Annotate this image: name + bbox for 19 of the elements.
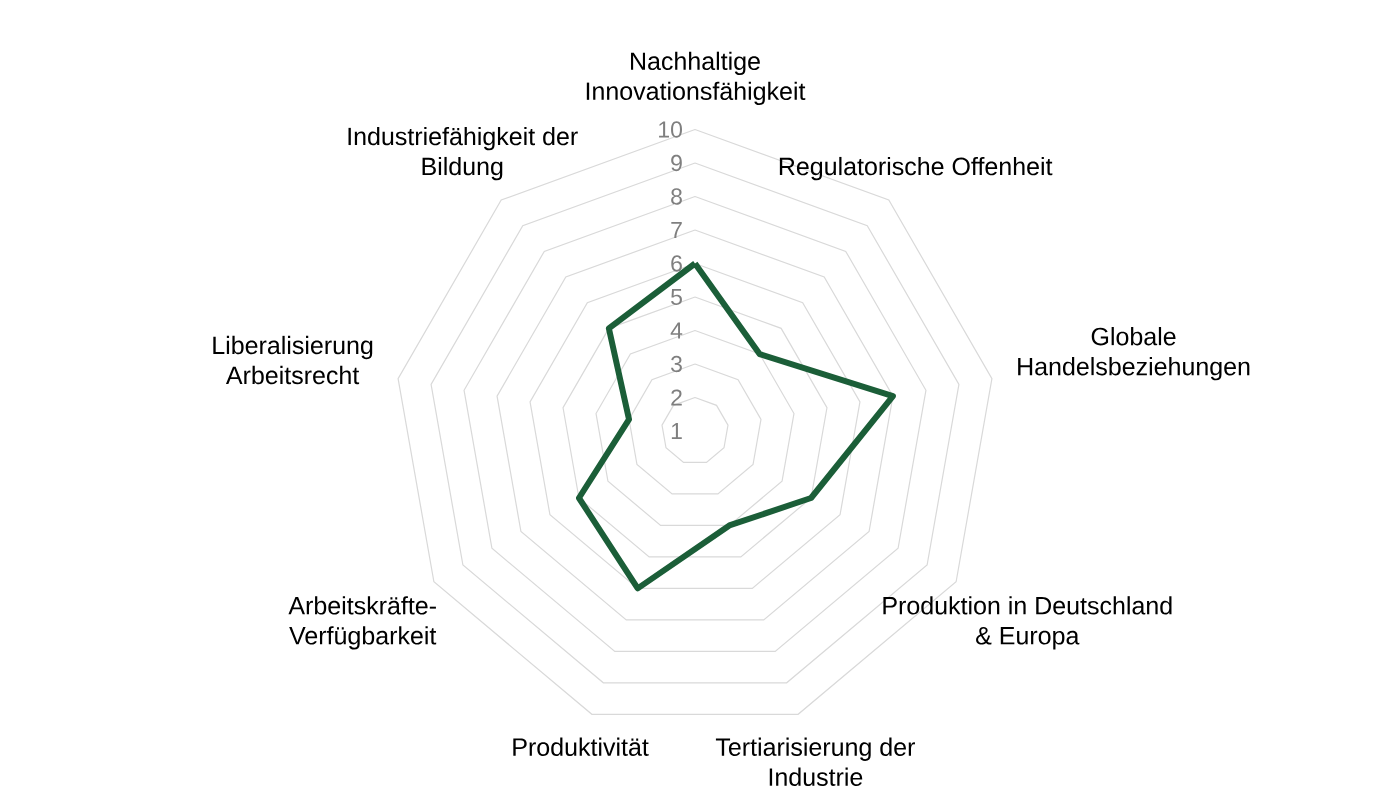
y-tick-label: 1 [671, 423, 682, 439]
y-tick-label: 4 [670, 322, 683, 339]
y-tick-label: 10 [659, 121, 683, 138]
spoke-label: Produktion in Deutschland & Europa [883, 596, 1172, 650]
y-tick-label: 3 [671, 355, 682, 373]
spoke-label: Produktivität [513, 737, 649, 756]
y-tick-label: 2 [671, 389, 682, 406]
spoke-label: Arbeitskräfte-Verfügbarkeit [288, 596, 437, 650]
spoke-label: Regulatorische Offenheit [779, 156, 1053, 181]
spoke-label: Liberalisierung Arbeitsrecht [213, 335, 373, 385]
y-tick-label: 5 [671, 288, 682, 306]
spoke-label: Industriefähigkeit der Bildung [348, 126, 578, 181]
y-tick-label: 9 [671, 154, 682, 172]
y-tick-label: 6 [671, 255, 682, 272]
y-tick-label: 7 [671, 222, 682, 238]
spoke-label: Tertiarisierung der Industrie [715, 737, 915, 786]
y-tick-label: 8 [671, 188, 682, 205]
spoke-label: Globale Handelsbeziehungen [1018, 327, 1250, 381]
spoke-label: Nachhaltige Innovationsfähigkeit [586, 51, 806, 105]
